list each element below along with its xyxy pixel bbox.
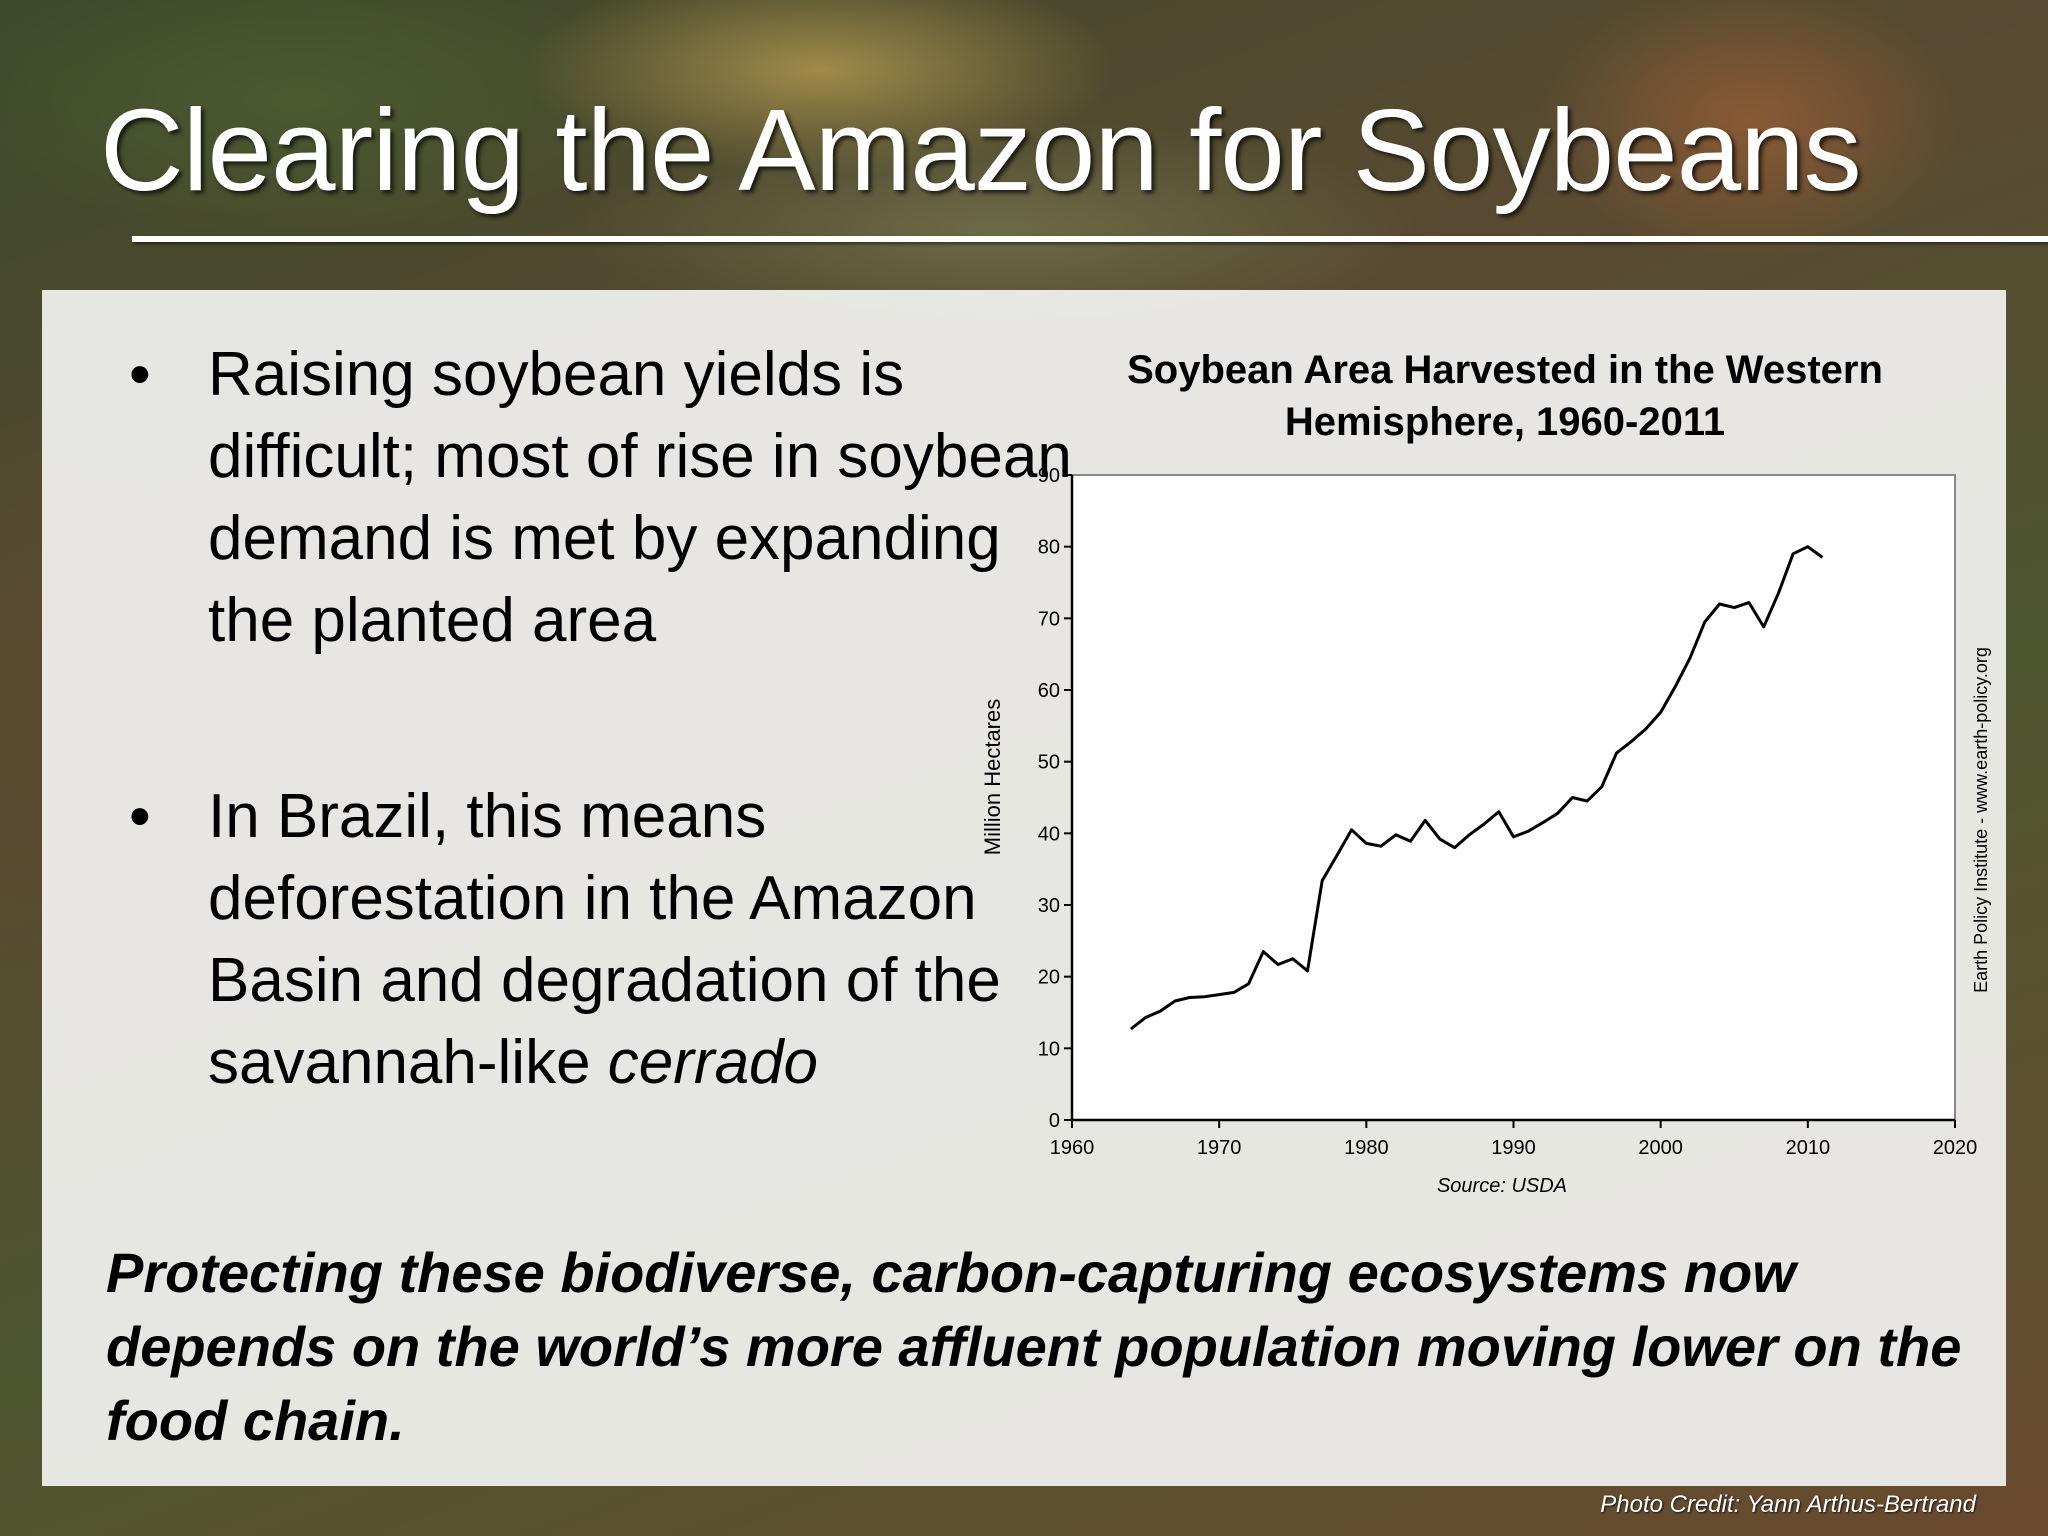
bullet-text: Raising soybean yields is difficult; mos… xyxy=(208,340,1072,655)
title-underline xyxy=(132,236,2048,242)
chart-series xyxy=(1129,545,1824,1031)
y-tick-label: 60 xyxy=(1038,680,1060,702)
series-line xyxy=(1129,545,1824,1031)
chart-axes xyxy=(1064,474,1956,1128)
y-tick-label: 70 xyxy=(1038,608,1060,630)
x-tick-label: 2010 xyxy=(1786,1137,1831,1159)
y-tick-label: 50 xyxy=(1038,752,1060,774)
y-tick-label: 90 xyxy=(1038,465,1060,487)
chart-side-note: Earth Policy Institute - www.earth-polic… xyxy=(1971,647,1991,993)
y-tick-label: 0 xyxy=(1049,1110,1060,1132)
x-tick-label: 1970 xyxy=(1197,1137,1242,1159)
bullet-text-plain: In Brazil, this means deforestation in t… xyxy=(208,782,1001,1097)
y-axis-label: Million Hectares xyxy=(980,699,1005,856)
content-panel: • Raising soybean yields is difficult; m… xyxy=(42,290,2006,1486)
y-tick-label: 30 xyxy=(1038,895,1060,917)
x-tick-label: 1960 xyxy=(1050,1137,1095,1159)
bullet-marker: • xyxy=(129,340,151,409)
chart-source: Source: USDA xyxy=(1437,1175,1567,1197)
chart-title-line-1: Soybean Area Harvested in the Western xyxy=(1127,348,1883,392)
x-tick-label: 2020 xyxy=(1933,1137,1978,1159)
closing-statement: Protecting these biodiverse, carbon-capt… xyxy=(106,1241,1962,1452)
y-tick-label: 10 xyxy=(1038,1038,1060,1060)
photo-credit: Photo Credit: Yann Arthus-Bertrand xyxy=(1600,1491,1976,1518)
bullet-marker: • xyxy=(129,782,151,851)
bullet-text: In Brazil, this means deforestation in t… xyxy=(208,776,1088,1104)
bullet-text-italic: cerrado xyxy=(607,1028,819,1097)
chart-container: 0 10 20 30 40 50 60 70 80 90 1960 1970 1980 1990 2000 2… xyxy=(42,290,2006,1235)
chart-tick-labels: 0 10 20 30 40 50 60 70 80 90 1960 1970 1980 1990 2000 2… xyxy=(1038,465,1978,1159)
slide-title: Clearing the Amazon for Soybeans xyxy=(100,85,1862,215)
plot-area xyxy=(1071,474,1956,1121)
x-tick-label: 1990 xyxy=(1491,1137,1536,1159)
x-tick-label: 2000 xyxy=(1638,1137,1683,1159)
y-tick-label: 40 xyxy=(1038,823,1060,845)
soybean-area-chart: 0 10 20 30 40 50 60 70 80 90 1960 1970 1980 1990 2000 2… xyxy=(980,348,1991,1197)
chart-title-line-2: Hemisphere, 1960-2011 xyxy=(1285,400,1725,444)
x-tick-label: 1980 xyxy=(1344,1137,1389,1159)
y-tick-label: 20 xyxy=(1038,967,1060,989)
y-tick-label: 80 xyxy=(1038,537,1060,559)
